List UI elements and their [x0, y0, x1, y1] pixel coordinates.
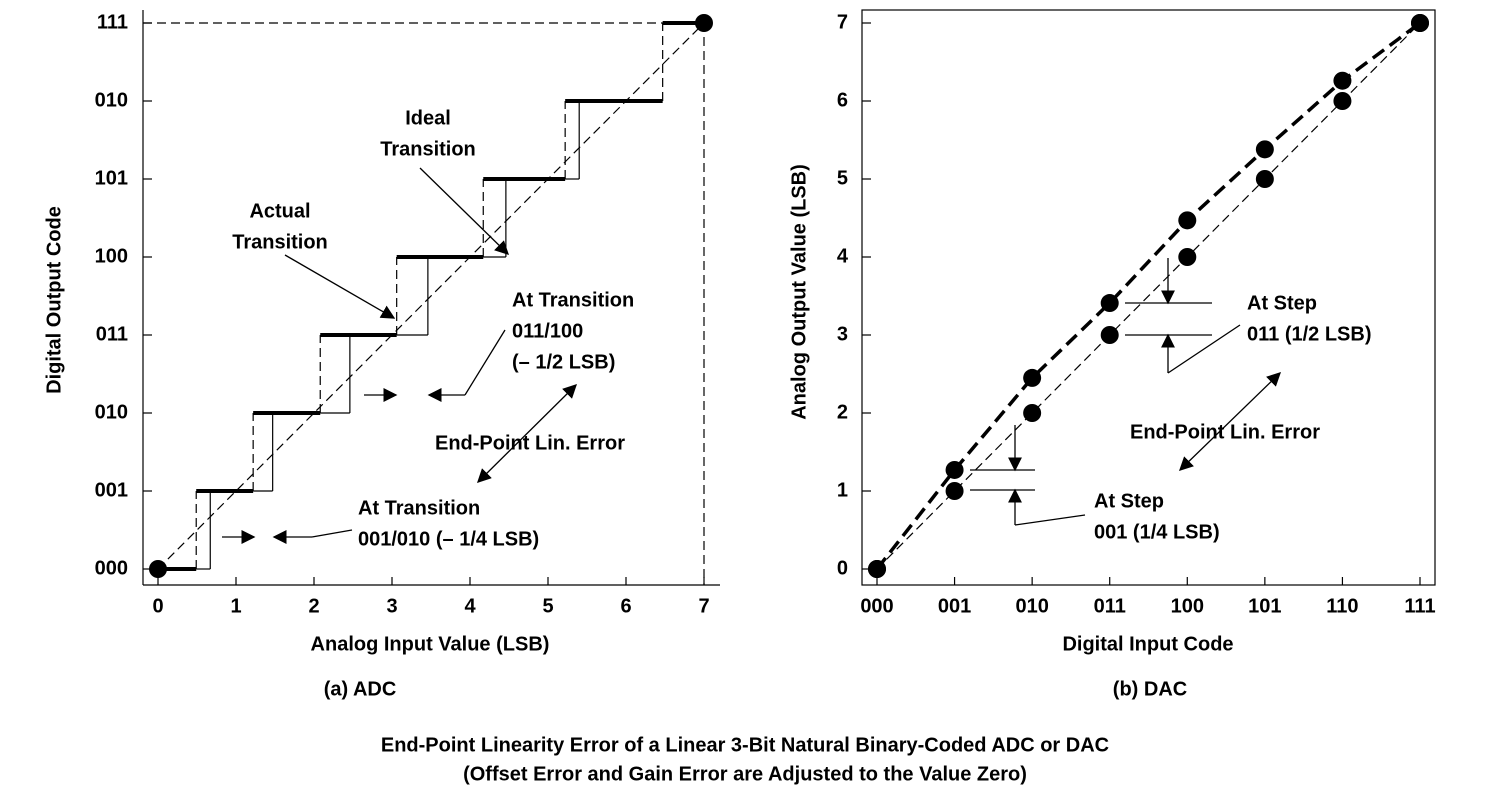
point — [868, 560, 886, 578]
point — [1023, 368, 1042, 387]
figure-caption: (Offset Error and Gain Error are Adjuste… — [463, 763, 1027, 785]
point — [1100, 326, 1119, 344]
point — [945, 460, 964, 479]
y-axis-title: Digital Output Code — [43, 206, 65, 394]
x-tick-label: 7 — [698, 595, 709, 617]
x-tick-label: 101 — [1248, 595, 1281, 617]
x-tick-label: 4 — [464, 595, 476, 617]
point — [1255, 170, 1274, 188]
y-tick-label: 010 — [95, 89, 128, 111]
y-tick-label: 3 — [837, 323, 848, 345]
pointers — [222, 167, 1282, 544]
y-tick-label: 1 — [837, 479, 848, 501]
annotation: End-Point Lin. Error — [435, 432, 625, 454]
annotation: Transition — [232, 231, 328, 253]
y-tick-label: 101 — [95, 167, 128, 189]
x-tick-label: 100 — [1171, 595, 1204, 617]
y-tick-label: 4 — [837, 245, 849, 267]
point — [1100, 294, 1119, 313]
caption: (b) DAC — [1113, 678, 1187, 700]
x-tick-label: 1 — [230, 595, 241, 617]
ideal-line — [157, 22, 705, 570]
y-tick-label: 6 — [837, 89, 848, 111]
y-tick-label: 5 — [837, 167, 848, 189]
annotation: Ideal — [405, 107, 451, 129]
annotation: 011 (1/2 LSB) — [1247, 323, 1372, 345]
annotation: At Step — [1094, 490, 1164, 512]
x-tick-label: 2 — [308, 595, 319, 617]
ideal-line — [876, 22, 1421, 570]
y-tick-label: 0 — [837, 557, 848, 579]
annotation: End-Point Lin. Error — [1130, 421, 1320, 443]
adc-frame — [142, 10, 720, 586]
x-axis-title: Analog Input Value (LSB) — [311, 633, 550, 655]
x-axis-title: Digital Input Code — [1062, 633, 1233, 655]
annotation: Transition — [380, 138, 476, 160]
point — [1333, 92, 1352, 110]
annotation: Actual — [249, 200, 310, 222]
point — [1333, 71, 1352, 90]
x-tick-label: 3 — [386, 595, 397, 617]
annotation: 011/100 — [512, 320, 583, 342]
figure-caption: End-Point Linearity Error of a Linear 3-… — [381, 734, 1109, 756]
x-tick-label: 001 — [938, 595, 971, 617]
y-tick-label: 000 — [95, 557, 128, 579]
dac-frame — [861, 9, 1436, 586]
point — [1255, 140, 1274, 159]
point — [945, 482, 964, 500]
point — [1411, 14, 1429, 32]
annotation: 001/010 (– 1/4 LSB) — [358, 528, 539, 550]
point — [1178, 248, 1197, 266]
end-point — [695, 14, 713, 32]
y-tick-label: 001 — [95, 479, 128, 501]
annotation: At Transition — [358, 497, 480, 519]
end-point — [149, 560, 167, 578]
x-tick-label: 011 — [1094, 595, 1126, 617]
x-tick-label: 010 — [1015, 595, 1048, 617]
y-axis-title: Analog Output Value (LSB) — [788, 164, 810, 420]
y-tick-label: 011 — [96, 323, 128, 345]
annotation: 001 (1/4 LSB) — [1094, 521, 1220, 543]
point — [1178, 211, 1197, 230]
x-tick-label: 6 — [620, 595, 631, 617]
x-tick-label: 111 — [1404, 595, 1435, 617]
y-tick-label: 2 — [837, 401, 848, 423]
annotation: At Step — [1247, 292, 1317, 314]
y-tick-label: 111 — [97, 11, 128, 33]
x-tick-label: 5 — [542, 595, 553, 617]
annotation: (– 1/2 LSB) — [512, 351, 615, 373]
x-tick-label: 0 — [152, 595, 163, 617]
x-tick-label: 000 — [860, 595, 893, 617]
y-tick-label: 100 — [95, 245, 128, 267]
x-tick-label: 110 — [1326, 595, 1358, 617]
point — [1023, 404, 1042, 422]
y-tick-label: 7 — [837, 11, 848, 33]
y-tick-label: 010 — [95, 401, 128, 423]
actual-line — [875, 21, 1422, 571]
annotation: At Transition — [512, 289, 634, 311]
caption: (a) ADC — [324, 678, 397, 700]
